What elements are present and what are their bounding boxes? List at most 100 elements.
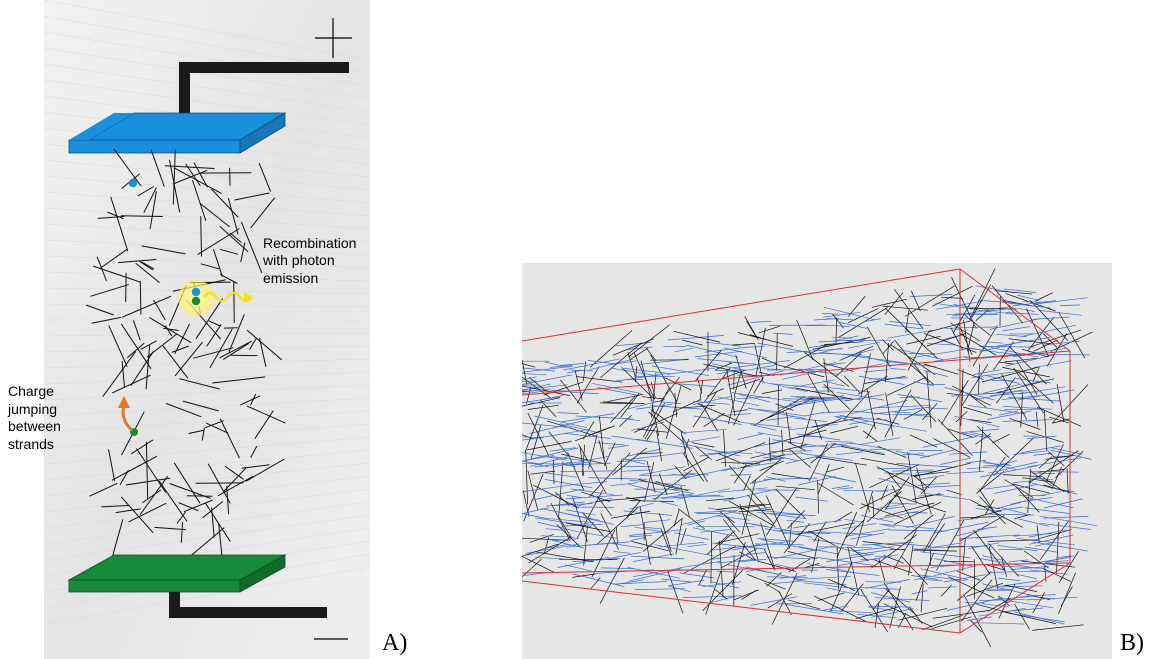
blue-strand	[778, 529, 829, 534]
blue-strand	[897, 348, 944, 360]
blue-strand	[823, 311, 861, 318]
blue-strand	[785, 395, 845, 407]
black-strand	[522, 537, 569, 541]
blue-strand	[833, 335, 859, 342]
texture-line	[44, 514, 370, 561]
black-strand	[658, 473, 668, 496]
black-strand	[1023, 550, 1049, 569]
texture-line	[44, 358, 370, 369]
blue-strand	[570, 462, 611, 466]
blue-strand	[982, 603, 1009, 608]
blue-strand	[522, 384, 568, 391]
blue-strand	[711, 581, 739, 589]
black-strand	[948, 576, 995, 599]
panel-a-label: A)	[382, 630, 408, 656]
blue-strand	[624, 418, 641, 422]
black-strand	[783, 343, 829, 369]
black-strand	[576, 366, 600, 404]
texture-line	[44, 371, 370, 385]
black-strand	[988, 545, 999, 589]
blue-strand	[1043, 516, 1089, 519]
blue-strand	[920, 551, 971, 559]
blue-strand	[1013, 450, 1049, 455]
blue-strand	[707, 452, 725, 455]
black-strand	[739, 503, 759, 561]
blue-strand	[522, 572, 545, 577]
black-strand	[807, 373, 831, 414]
fiber-strand	[224, 465, 244, 480]
black-strand	[886, 471, 902, 490]
black-strand	[830, 425, 858, 434]
blue-strand	[540, 535, 575, 538]
blue-strand	[983, 463, 1010, 467]
fiber-strand	[172, 149, 176, 205]
black-strand	[581, 444, 586, 476]
blue-strand	[849, 528, 890, 537]
blue-strand	[522, 422, 572, 429]
blue-strand	[557, 412, 579, 414]
blue-strand	[572, 498, 612, 508]
blue-strand	[737, 433, 764, 440]
blue-strand	[1016, 573, 1037, 579]
blue-strand	[978, 299, 1017, 304]
blue-strand	[1008, 559, 1029, 563]
fiber-strand	[186, 495, 213, 497]
blue-strand	[823, 306, 875, 321]
black-strand	[810, 443, 836, 464]
blue-strand	[716, 570, 734, 573]
fiber-strand	[178, 502, 199, 512]
fiber-strand	[110, 196, 129, 252]
blue-strand	[529, 420, 585, 434]
black-strand	[561, 453, 607, 465]
black-strand	[815, 456, 868, 466]
fiber-strand	[135, 448, 167, 493]
black-strand	[667, 570, 684, 614]
black-strand	[823, 358, 829, 393]
fiber-strand	[135, 262, 160, 284]
blue-strand	[918, 474, 945, 480]
black-strand	[932, 285, 973, 307]
blue-strand	[966, 465, 1002, 470]
black-strand	[722, 518, 757, 562]
blue-strand	[757, 409, 784, 413]
blue-strand	[917, 482, 951, 486]
blue-strand	[995, 333, 1027, 337]
black-strand	[636, 428, 669, 433]
fiber-strand	[188, 429, 205, 434]
texture-line	[44, 79, 370, 126]
blue-strand	[678, 493, 696, 497]
blue-strand	[874, 597, 930, 601]
fiber-strand	[187, 527, 225, 559]
blue-strand	[786, 519, 805, 523]
black-strand	[751, 459, 782, 484]
black-strand	[855, 462, 870, 512]
blue-strand	[825, 440, 853, 443]
blue-strand	[1034, 297, 1088, 305]
black-strand	[759, 460, 785, 472]
blue-strand	[564, 564, 592, 572]
blue-strand	[694, 350, 743, 358]
blue-strand	[1003, 406, 1053, 410]
blue-strand	[838, 554, 898, 566]
black-strand	[1058, 572, 1076, 615]
blue-strand	[923, 492, 972, 501]
black-strand	[558, 461, 564, 518]
black-strand	[951, 277, 977, 329]
blue-strand	[785, 454, 826, 464]
black-strand	[673, 509, 680, 527]
blue-strand	[1045, 560, 1069, 563]
blue-strand	[1017, 294, 1039, 301]
black-strand	[595, 496, 646, 502]
black-strand	[856, 490, 874, 546]
blue-strand	[1005, 312, 1039, 315]
fiber-strand	[120, 496, 154, 534]
black-strand	[1032, 366, 1040, 383]
blue-strand	[632, 567, 683, 578]
blue-strand	[765, 476, 786, 482]
blue-strand	[801, 453, 853, 461]
blue-strand	[1023, 496, 1074, 509]
bottom-lead-horizontal	[169, 607, 327, 618]
black-strand	[871, 298, 907, 308]
black-strand	[648, 411, 684, 443]
black-strand	[840, 446, 885, 456]
